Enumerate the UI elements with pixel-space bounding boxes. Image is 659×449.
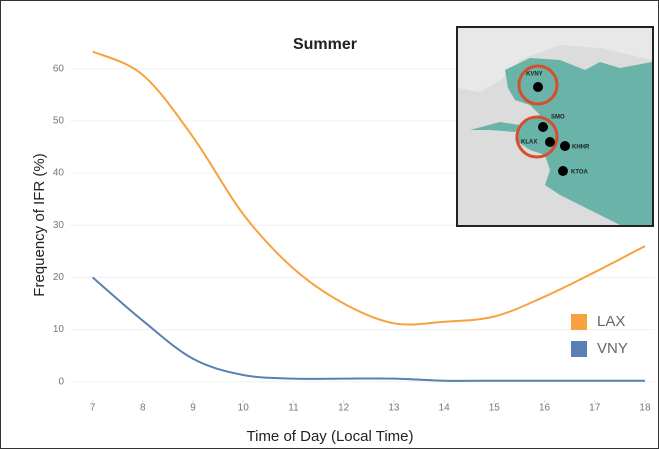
map-label: KLAX <box>521 140 537 146</box>
map-dot <box>538 122 548 132</box>
y-tick-label: 60 <box>53 63 65 74</box>
x-axis-label: Time of Day (Local Time) <box>247 428 414 445</box>
inset-map: KVNY SMO KLAX KHHR KTOA <box>456 26 654 227</box>
line <box>92 50 646 326</box>
legend-label: VNY <box>597 340 628 357</box>
line <box>91 276 645 382</box>
y-tick-label: 30 <box>53 220 65 231</box>
legend-label: LAX <box>597 313 625 330</box>
y-tick-label: 50 <box>53 116 65 127</box>
map-dot <box>545 137 555 147</box>
x-tick-label: 12 <box>338 403 350 414</box>
map-ring <box>515 115 559 159</box>
y-tick-label: 40 <box>53 168 65 179</box>
y-axis-label: Frequency of IFR (%) <box>31 153 48 296</box>
map-label: KVNY <box>526 72 543 78</box>
map-ring <box>517 64 559 106</box>
x-tick-label: 11 <box>288 403 299 414</box>
map-label: KTOA <box>571 170 589 176</box>
x-tick-label: 9 <box>190 403 196 414</box>
legend-swatch <box>571 314 587 330</box>
x-tick-label: 10 <box>238 403 250 414</box>
legend-swatch <box>571 341 587 357</box>
x-tick-label: 16 <box>539 403 551 414</box>
x-tick-label: 7 <box>90 403 96 414</box>
map-label: KHHR <box>572 145 590 151</box>
map-dot <box>558 166 568 176</box>
plot: 0 10 20 30 40 50 60 7 8 9 10 11 12 13 14 15 16 17 18 LAX VNY <box>53 50 655 414</box>
x-tick-label: 14 <box>439 403 451 414</box>
map-land <box>470 122 520 132</box>
x-tick-label: 17 <box>589 403 601 414</box>
map-label: SMO <box>551 115 565 121</box>
map-dot <box>560 141 570 151</box>
y-tick-label: 0 <box>58 376 64 387</box>
chart-title: Summer <box>293 36 357 53</box>
x-tick-label: 18 <box>639 403 651 414</box>
map-hills <box>458 28 652 92</box>
x-tick-label: 8 <box>140 403 146 414</box>
map-dot <box>533 82 543 92</box>
y-tick-label: 10 <box>53 324 65 335</box>
y-tick-label: 20 <box>53 272 65 283</box>
x-tick-label: 15 <box>489 403 501 414</box>
x-tick-label: 13 <box>388 403 400 414</box>
map-land <box>505 58 652 225</box>
